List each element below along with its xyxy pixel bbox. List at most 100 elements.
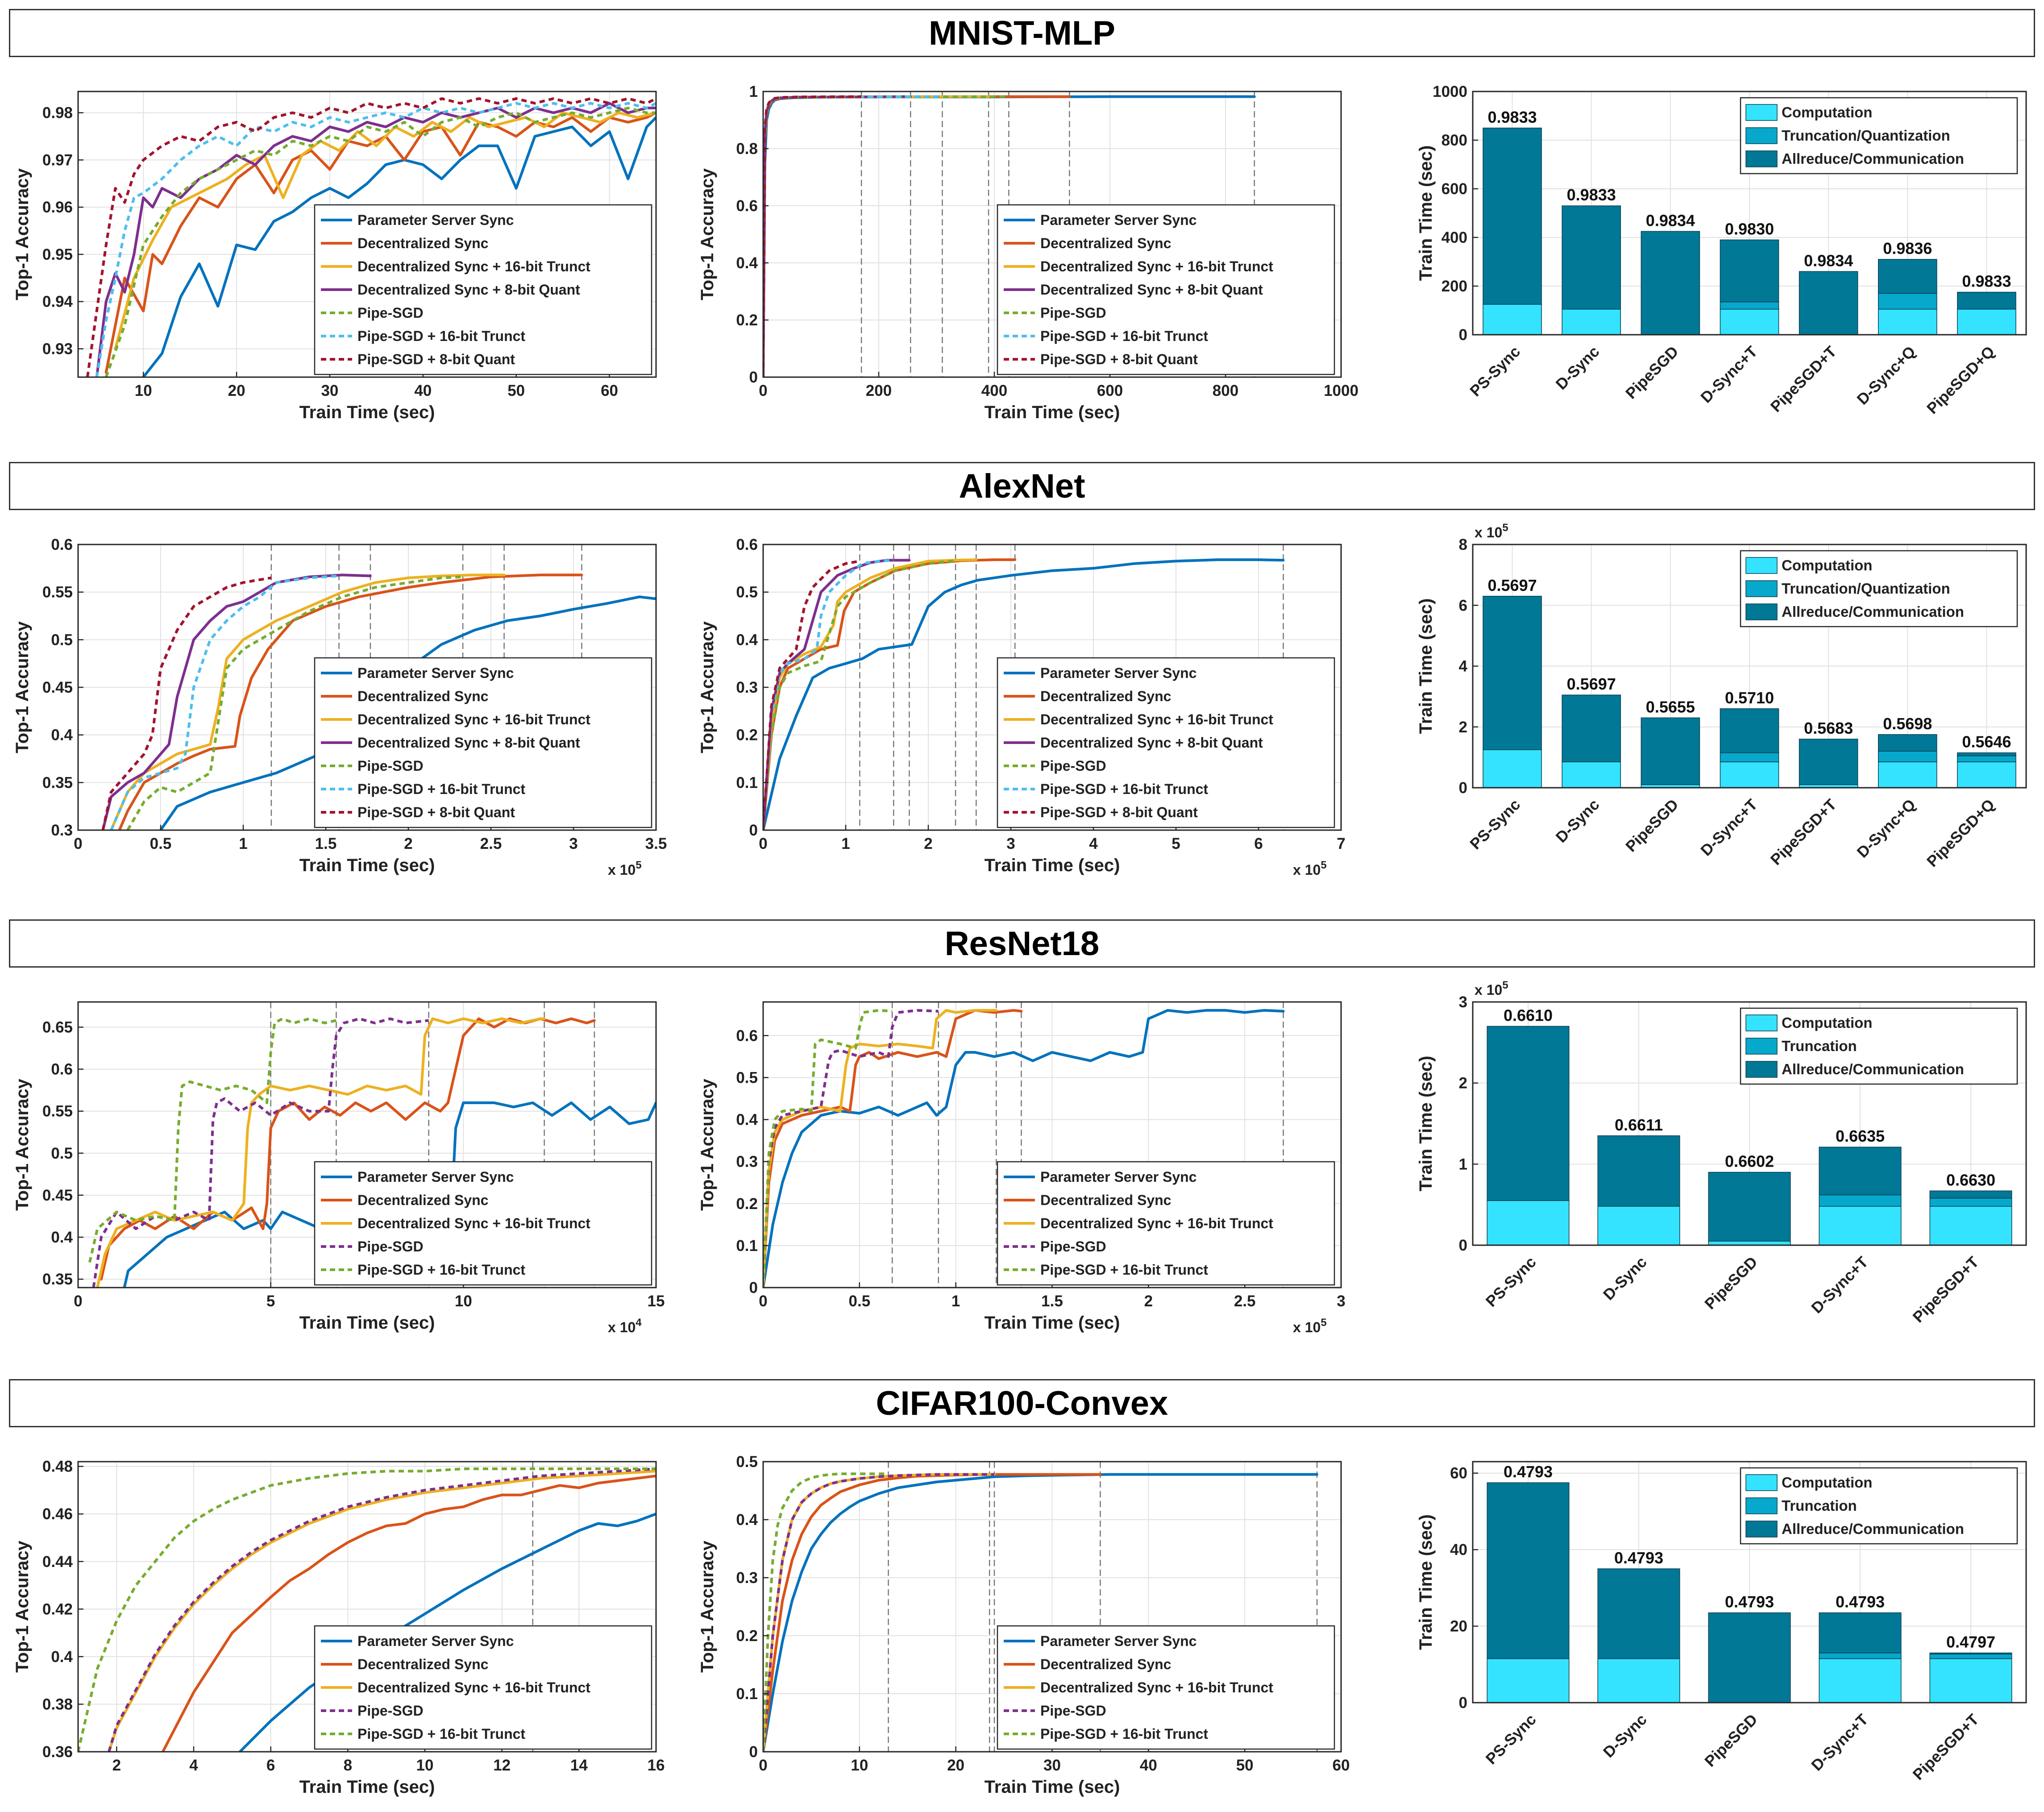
legend-label: Computation: [1782, 557, 1872, 574]
x-axis-label: Train Time (sec): [985, 403, 1120, 422]
legend-swatch-computation: [1745, 1474, 1778, 1491]
y-tick-label: 0.48: [42, 1458, 73, 1475]
x-tick-label: 10: [455, 1293, 472, 1310]
x-tick-label: 20: [947, 1757, 964, 1774]
y-tick-label: 0: [749, 369, 758, 386]
section-title-cifar100-convex: CIFAR100-Convex: [9, 1379, 2035, 1427]
x-tick-label: 50: [1236, 1757, 1254, 1774]
y-tick-label: 800: [1442, 132, 1467, 149]
legend-label: Parameter Server Sync: [357, 1633, 514, 1649]
y-tick-label: 0.6: [736, 1027, 758, 1044]
series-line-pipe-sgd: [763, 559, 956, 830]
y-axis-scale-label: x 105: [1475, 979, 1508, 998]
x-tick-label: 200: [866, 382, 892, 399]
x-tick-label: D-Sync: [1553, 796, 1603, 846]
legend-label: Decentralized Sync: [357, 235, 488, 251]
bar-accuracy-label: 0.9834: [1646, 211, 1695, 229]
y-tick-label: 0.2: [736, 727, 758, 744]
series-line-decentralized-sync: [763, 1009, 1023, 1288]
legend-label: Truncation: [1782, 1497, 1857, 1514]
series-line-pipe-sgd: [104, 107, 656, 377]
x-tick-label: PS-Sync: [1467, 796, 1524, 853]
y-tick-label: 200: [1442, 278, 1467, 295]
resnet18-accuracy-full-chart: 0 0.5 1 1.5 2 2.5 3 0 0.1 0.2 0.3 0.4 0.5 0.6 Train Ti…: [698, 1001, 1346, 1335]
bar-allreduce-communication-pipesgd-t: [1929, 1652, 2012, 1654]
x-tick-label: 20: [228, 382, 245, 399]
y-tick-label: 0.95: [42, 246, 73, 263]
y-tick-label: 0.42: [42, 1600, 73, 1618]
y-tick-label: 0.4: [51, 1648, 73, 1666]
series-line-decentralized-sync-16-bit-trunct: [110, 574, 506, 830]
legend-swatch-computation: [1745, 557, 1778, 574]
x-tick-label: PipeSGD+T: [1767, 343, 1840, 416]
x-tick-label: 0: [759, 382, 767, 399]
bar-allreduce-communication-pipesgd-t: [1929, 1190, 2012, 1199]
y-tick-label: 1: [749, 83, 758, 100]
y-tick-label: 0.1: [736, 1237, 758, 1255]
legend-box: [997, 657, 1335, 828]
x-tick-label: 0: [74, 835, 82, 852]
x-tick-label: 2.5: [480, 835, 502, 852]
legend-label: Parameter Server Sync: [1040, 212, 1196, 228]
bar-allreduce-communication-ps-sync: [1483, 128, 1542, 305]
x-tick-label: 1: [841, 835, 850, 852]
bar-computation-d-sync-t: [1819, 1658, 1902, 1703]
x-tick-label: 3: [1006, 835, 1015, 852]
bar-accuracy-label: 0.5698: [1883, 715, 1932, 733]
y-tick-label: 0.4: [736, 631, 758, 648]
x-axis-scale-label: x 104: [608, 1317, 642, 1335]
y-tick-label: 4: [1459, 658, 1468, 675]
y-tick-label: 0.6: [51, 1061, 73, 1078]
x-tick-label: 10: [851, 1757, 868, 1774]
series-line-decentralized-sync-8-bit-quant: [101, 574, 372, 830]
bar-accuracy-label: 0.4793: [1614, 1549, 1663, 1567]
y-tick-label: 3: [1459, 993, 1467, 1011]
legend-label: Allreduce/Communication: [1782, 603, 1964, 620]
bar-accuracy-label: 0.6611: [1615, 1116, 1663, 1134]
legend-label: Computation: [1782, 1014, 1872, 1031]
bar-truncation-quantization-pipesgd-q: [1957, 755, 2016, 762]
x-tick-label: 3: [569, 835, 577, 852]
bar-computation-d-sync-t: [1720, 761, 1779, 788]
x-tick-label: 4: [1089, 835, 1098, 852]
bar-accuracy-label: 0.9834: [1804, 251, 1853, 270]
y-tick-label: 0: [1459, 779, 1467, 797]
x-tick-label: 400: [981, 382, 1007, 399]
legend-label: Computation: [1782, 1474, 1872, 1491]
legend-label: Pipe-SGD + 16-bit Trunct: [357, 1262, 525, 1278]
legend-label: Pipe-SGD + 16-bit Trunct: [357, 328, 525, 344]
axes-box: [77, 1001, 657, 1288]
y-tick-label: 0.2: [736, 1627, 758, 1645]
legend-swatch-truncation-quantization: [1745, 127, 1778, 144]
legend-box: [314, 1161, 652, 1286]
x-axis-label: Train Time (sec): [985, 1777, 1120, 1797]
y-tick-label: 0.55: [42, 1103, 73, 1120]
x-tick-label: 60: [601, 382, 618, 399]
legend-label: Pipe-SGD + 8-bit Quant: [357, 351, 515, 367]
legend-label: Pipe-SGD: [357, 1703, 424, 1719]
legend-box: [314, 1625, 652, 1750]
bar-truncation-quantization-d-sync-q: [1878, 293, 1937, 310]
series-line-pipe-sgd: [126, 575, 463, 830]
bar-accuracy-label: 0.4793: [1836, 1593, 1885, 1611]
cifar100-train-time-bar-chart: 0.4793 PS-Sync 0.4793 D-Sync 0.4793 PipeSGD 0.…: [1416, 1461, 2027, 1783]
series-group: [763, 1009, 1285, 1288]
axes-box: [77, 1461, 657, 1753]
y-tick-label: 0.55: [42, 584, 73, 601]
x-tick-label: 0.5: [849, 1293, 871, 1310]
axes-box: [1472, 1461, 2027, 1704]
y-tick-label: 0: [1459, 1694, 1467, 1712]
y-tick-label: 0.5: [51, 1145, 73, 1162]
y-tick-label: 0.4: [736, 1511, 758, 1529]
bar-allreduce-communication-d-sync-t: [1819, 1612, 1902, 1654]
alexnet-train-time-bar-chart: 0.5697 PS-Sync 0.5697 D-Sync 0.5655 PipeSGD 0.…: [1416, 522, 2027, 870]
legend-label: Pipe-SGD: [357, 305, 424, 321]
y-tick-label: 0.5: [736, 1069, 758, 1086]
bar-computation-d-sync: [1562, 309, 1621, 335]
y-tick-label: 0.5: [736, 584, 758, 601]
legend-box: [1740, 97, 2018, 175]
y-tick-label: 400: [1442, 229, 1467, 246]
legend-label: Truncation/Quantization: [1782, 127, 1950, 144]
legend-box: [997, 204, 1335, 375]
x-tick-label: 7: [1337, 835, 1345, 852]
